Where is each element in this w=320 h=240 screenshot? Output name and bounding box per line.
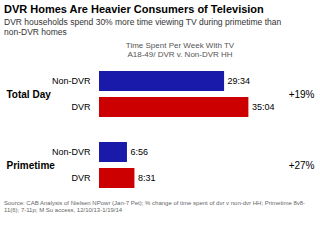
svg-text:Total Day: Total Day xyxy=(7,88,52,99)
svg-text:6:56: 6:56 xyxy=(130,147,148,157)
svg-text:35:04: 35:04 xyxy=(252,102,275,112)
svg-text:8:31: 8:31 xyxy=(138,173,156,183)
svg-text:+19%: +19% xyxy=(289,88,315,99)
html-text:DVR households spend 30% more: DVR households spend 30% more time viewi… xyxy=(4,17,282,38)
html-text:DVR Homes Are Heavier Consumer: DVR Homes Are Heavier Consumers of Telev… xyxy=(4,3,264,15)
svg-text:+27%: +27% xyxy=(289,159,315,170)
svg-text:Non-DVR: Non-DVR xyxy=(52,76,91,86)
html-text:Source: CAB Analysis of Nielse: Source: CAB Analysis of Nielsen NPowr (J… xyxy=(4,199,306,213)
svg-text:29:34: 29:34 xyxy=(228,76,251,86)
svg-text:DVR: DVR xyxy=(71,173,91,183)
html-text:Time Spent Per Week With TV A1: Time Spent Per Week With TV A18-49/ DVR … xyxy=(125,40,235,60)
svg-text:Non-DVR: Non-DVR xyxy=(52,147,91,157)
svg-text:Primetime: Primetime xyxy=(7,159,56,170)
svg-text:DVR: DVR xyxy=(71,102,91,112)
